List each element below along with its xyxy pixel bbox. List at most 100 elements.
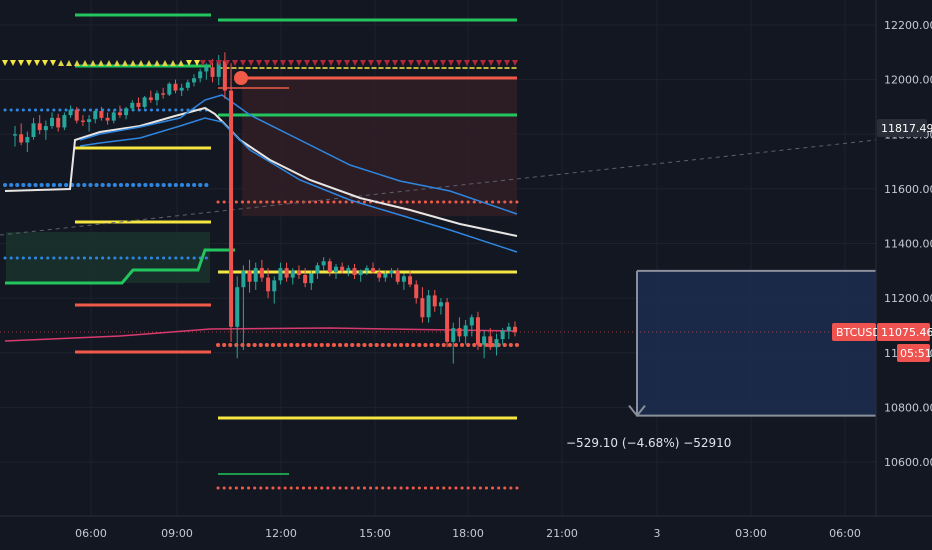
candle-body — [457, 328, 462, 337]
candle-body — [148, 97, 153, 101]
signal-triangle — [320, 60, 326, 66]
candle-body — [80, 120, 85, 122]
measure-box — [637, 270, 876, 416]
candle-body — [117, 112, 122, 116]
candlestick-series — [13, 52, 517, 364]
time-tick-label: 09:00 — [161, 527, 193, 540]
signal-triangle — [392, 60, 398, 66]
signal-triangle — [472, 60, 478, 66]
candle-body — [266, 277, 271, 292]
signal-triangle — [328, 60, 334, 66]
candle-body — [482, 336, 487, 345]
ema-blue-upper — [79, 94, 518, 215]
candle-body — [37, 123, 42, 131]
entry-marker — [234, 71, 248, 85]
signal-triangle — [162, 60, 168, 66]
trend-line — [0, 139, 877, 236]
candle-body — [408, 276, 413, 285]
candle-body — [315, 265, 320, 274]
signal-triangle — [480, 60, 486, 66]
price-tick-label: 12000.00 — [884, 74, 932, 87]
signal-triangle — [448, 60, 454, 66]
signal-triangle — [440, 60, 446, 66]
signal-triangle — [50, 60, 56, 66]
candle-body — [506, 326, 511, 331]
signal-triangle — [272, 60, 278, 66]
candle-body — [50, 117, 55, 127]
signal-triangle — [240, 60, 246, 66]
signal-triangle — [336, 60, 342, 66]
candle-body — [272, 280, 277, 292]
candle-body — [346, 268, 351, 271]
candle-body — [500, 330, 505, 340]
signal-triangle — [280, 60, 286, 66]
time-tick-label: 06:00 — [829, 527, 861, 540]
candle-body — [222, 60, 227, 91]
signal-triangle — [400, 60, 406, 66]
measure-label: −529.10 (−4.68%) −52910 — [566, 436, 731, 450]
candle-body — [241, 270, 246, 288]
candle-body — [185, 82, 190, 88]
candle-body — [414, 284, 419, 299]
price-tick-label: 10600.00 — [884, 456, 932, 469]
signal-triangle — [456, 60, 462, 66]
candle-body — [87, 119, 92, 122]
signal-triangle — [208, 60, 214, 66]
signal-triangle — [122, 60, 128, 66]
signal-triangle — [488, 60, 494, 66]
candle-body — [309, 273, 314, 284]
candle-body — [56, 117, 61, 128]
signal-triangle — [178, 60, 184, 66]
signal-triangle — [408, 60, 414, 66]
candle-body — [43, 126, 48, 131]
last-price-tag: 11075.46 — [877, 323, 932, 341]
signal-triangle — [360, 60, 366, 66]
time-tick-label: 3 — [654, 527, 661, 540]
candle-body — [31, 123, 36, 137]
time-tick-label: 12:00 — [265, 527, 297, 540]
candle-body — [296, 270, 301, 275]
signal-triangle — [304, 60, 310, 66]
time-tick-label: 06:00 — [75, 527, 107, 540]
candle-body — [321, 261, 326, 266]
candle-body — [13, 134, 17, 136]
level-lines — [0, 13, 877, 490]
signal-triangle — [58, 60, 64, 66]
candle-body — [25, 136, 30, 143]
signal-markers — [2, 60, 518, 66]
measure-tool[interactable] — [628, 269, 876, 418]
signal-triangle — [90, 60, 96, 66]
signal-triangle — [98, 60, 104, 66]
ema-blue-lower — [79, 117, 518, 253]
candle-body — [198, 71, 203, 79]
candle-body — [327, 261, 332, 273]
signal-triangle — [496, 60, 502, 66]
candle-body — [105, 117, 110, 121]
axes — [0, 0, 932, 517]
candle-body — [475, 317, 480, 345]
time-axis[interactable]: 06:00 09:00 12:00 15:00 18:00 21:00 3 03:00 06:0… — [75, 527, 861, 540]
price-axis[interactable]: 12200.0012000.0011800.0011600.0011400.00… — [884, 19, 932, 469]
candle-body — [451, 328, 456, 342]
signal-triangle — [200, 60, 206, 66]
signal-triangle — [288, 60, 294, 66]
candle-body — [192, 78, 197, 83]
moving-averages — [4, 94, 518, 253]
signal-triangle — [18, 60, 24, 66]
candle-body — [19, 134, 24, 143]
candle-body — [253, 268, 258, 282]
price-tick-label: 11600.00 — [884, 183, 932, 196]
svg-text:05:51: 05:51 — [900, 347, 932, 360]
svg-text:11817.49: 11817.49 — [881, 122, 932, 135]
candle-body — [74, 109, 79, 121]
signal-triangle — [384, 60, 390, 66]
signal-triangle — [312, 60, 318, 66]
signal-triangle — [42, 60, 48, 66]
signal-triangle — [194, 60, 200, 66]
candle-body — [136, 102, 141, 107]
candle-body — [173, 83, 178, 91]
countdown-tag: 05:51 — [897, 344, 932, 362]
candle-body — [432, 295, 437, 307]
time-tick-label: 15:00 — [359, 527, 391, 540]
